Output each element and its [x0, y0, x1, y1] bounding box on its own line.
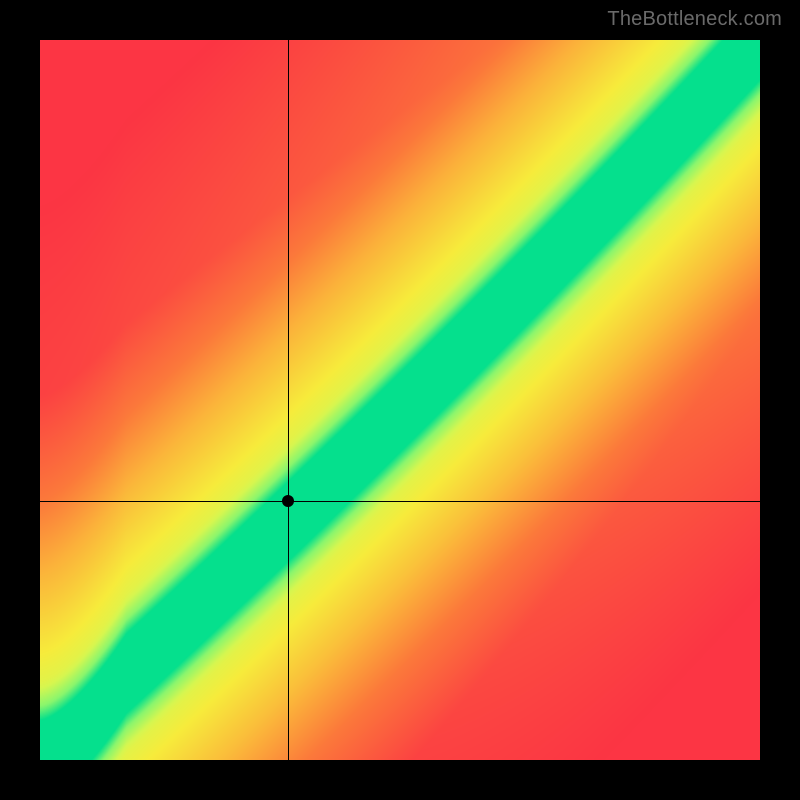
watermark-text: TheBottleneck.com: [607, 8, 782, 31]
heatmap-canvas: [40, 40, 760, 760]
chart-container: TheBottleneck.com: [0, 0, 800, 800]
heatmap-plot: [40, 40, 760, 760]
crosshair-vertical: [288, 40, 289, 760]
crosshair-horizontal: [40, 501, 760, 502]
crosshair-marker: [282, 495, 294, 507]
